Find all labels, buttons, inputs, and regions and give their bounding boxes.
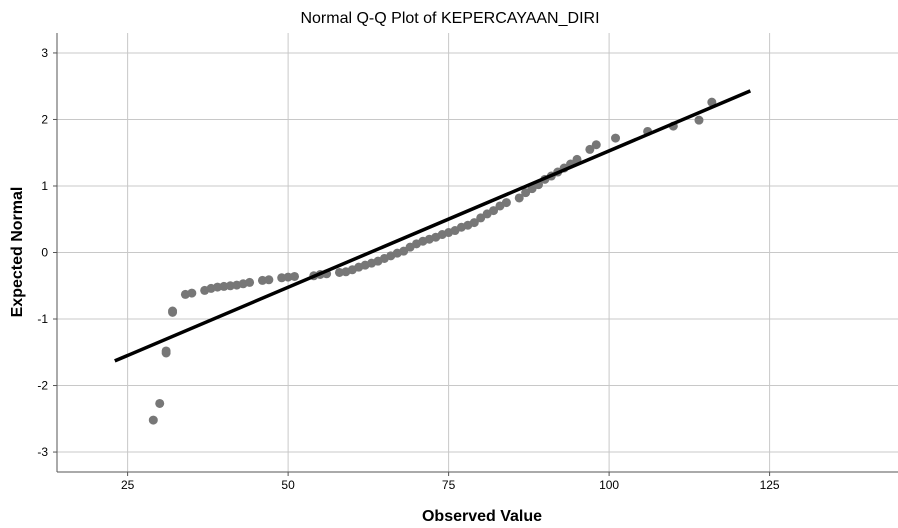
data-point <box>611 133 621 143</box>
data-point <box>187 288 197 298</box>
x-tick-label: 50 <box>281 478 295 492</box>
y-tick-labels: 3 2 1 0 -1 -2 -3 <box>37 46 48 459</box>
data-point <box>155 398 165 408</box>
y-tick-label: 0 <box>41 246 48 260</box>
x-tick-label: 125 <box>760 478 780 492</box>
y-axis-label: Expected Normal <box>9 187 26 318</box>
data-point <box>168 307 178 317</box>
data-point <box>514 193 524 203</box>
chart-title: Normal Q-Q Plot of KEPERCAYAAN_DIRI <box>300 10 599 27</box>
x-tick-label: 25 <box>121 478 135 492</box>
y-tick-label: -3 <box>37 445 48 459</box>
data-point <box>264 275 274 285</box>
grid-lines <box>57 33 898 472</box>
y-tick-label: 2 <box>41 112 48 126</box>
axes <box>53 33 898 476</box>
y-tick-label: -1 <box>37 312 48 326</box>
data-point <box>399 246 409 256</box>
data-point <box>161 348 171 358</box>
data-point <box>572 154 582 164</box>
data-point <box>245 277 255 287</box>
data-point <box>469 218 479 228</box>
data-point <box>585 144 595 154</box>
y-tick-label: 3 <box>41 46 48 60</box>
y-tick-label: -2 <box>37 379 48 393</box>
data-point <box>489 206 499 216</box>
x-tick-label: 75 <box>442 478 456 492</box>
data-point <box>521 188 531 198</box>
data-point <box>591 140 601 150</box>
x-tick-labels: 25 50 75 100 125 <box>121 478 780 492</box>
data-point <box>290 271 300 281</box>
x-axis-label: Observed Value <box>422 508 542 525</box>
data-point <box>148 415 158 425</box>
reference-line <box>114 89 752 363</box>
reference-line-group <box>114 89 752 363</box>
x-tick-label: 100 <box>599 478 619 492</box>
y-tick-label: 1 <box>41 179 48 193</box>
data-point <box>476 213 486 223</box>
data-point <box>501 198 511 208</box>
data-points <box>148 97 717 425</box>
data-point <box>694 115 704 125</box>
